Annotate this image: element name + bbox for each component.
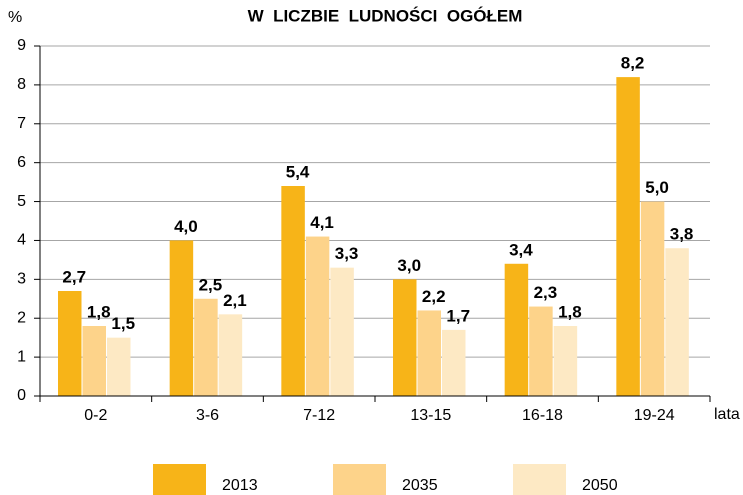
- data-label: 5,0: [645, 178, 669, 197]
- data-label: 2,7: [62, 267, 86, 286]
- x-tick-label: 7-12: [303, 407, 335, 424]
- y-tick-label: 5: [17, 193, 26, 210]
- bar: [393, 279, 417, 396]
- data-label: 3,0: [397, 256, 421, 275]
- x-tick-label: 0-2: [84, 407, 107, 424]
- legend-label: 2035: [402, 477, 438, 494]
- y-axis-label: %: [8, 9, 22, 26]
- data-label: 5,4: [286, 162, 310, 181]
- bar: [442, 329, 466, 396]
- bar: [218, 314, 243, 396]
- data-label: 3,8: [670, 225, 694, 244]
- bar: [553, 326, 578, 396]
- y-tick-label: 9: [17, 37, 26, 54]
- x-tick-label: 16-18: [522, 407, 563, 424]
- y-tick-label: 3: [17, 271, 26, 288]
- y-tick-label: 2: [17, 309, 26, 326]
- legend-swatch: [153, 464, 206, 495]
- bar: [58, 291, 82, 396]
- legend-swatch: [333, 464, 386, 495]
- legend-swatch: [513, 464, 566, 495]
- x-tick-label: 19-24: [634, 407, 675, 424]
- bar: [305, 236, 330, 396]
- data-label: 2,2: [422, 287, 446, 306]
- data-label: 3,4: [509, 240, 533, 259]
- bar: [107, 337, 131, 396]
- data-label: 8,2: [621, 54, 645, 73]
- y-tick-label: 0: [17, 387, 26, 404]
- bar: [82, 326, 106, 396]
- bar: [330, 267, 354, 396]
- bar: [640, 201, 665, 396]
- y-tick-label: 7: [17, 115, 26, 132]
- data-label: 1,8: [558, 302, 582, 321]
- legend-label: 2050: [582, 477, 618, 494]
- bar: [504, 263, 529, 396]
- chart-title: W LICZBIE LUDNOŚCI OGÓŁEM: [248, 6, 523, 25]
- bar: [417, 310, 441, 396]
- bar: [281, 186, 305, 396]
- legend-label: 2013: [222, 477, 258, 494]
- data-label: 2,1: [223, 291, 247, 310]
- x-tick-label: 3-6: [196, 407, 219, 424]
- data-label: 1,7: [446, 306, 470, 325]
- data-label: 1,8: [87, 302, 111, 321]
- data-label: 1,5: [111, 314, 135, 333]
- data-label: 2,5: [199, 275, 223, 294]
- bar: [194, 298, 218, 396]
- y-tick-label: 6: [17, 154, 26, 171]
- data-label: 4,0: [174, 217, 198, 236]
- y-tick-label: 4: [17, 232, 26, 249]
- data-label: 4,1: [310, 213, 334, 232]
- bar: [665, 248, 689, 396]
- bar: [169, 240, 194, 396]
- y-tick-label: 1: [17, 348, 26, 365]
- y-tick-label: 8: [17, 76, 26, 93]
- data-label: 2,3: [534, 283, 558, 302]
- bar: [529, 306, 553, 396]
- data-label: 3,3: [335, 244, 359, 263]
- bar: [616, 77, 640, 396]
- x-axis-label: lata: [714, 406, 740, 423]
- x-tick-label: 13-15: [410, 407, 451, 424]
